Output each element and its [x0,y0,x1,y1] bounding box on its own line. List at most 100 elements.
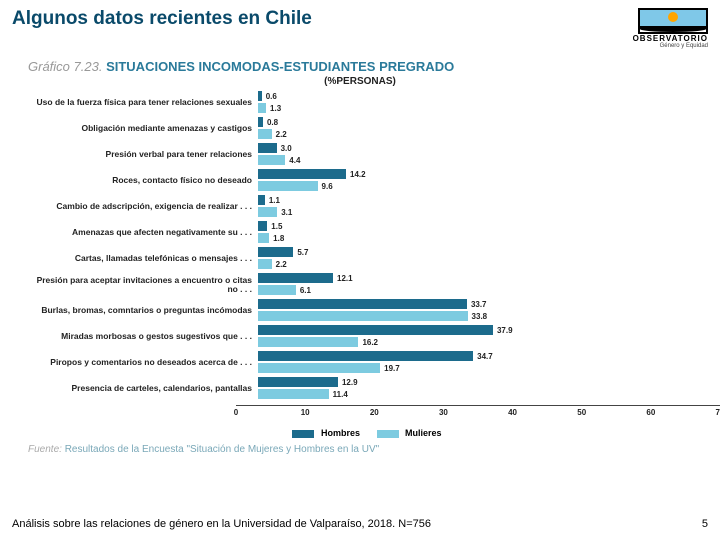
hombres-bar-wrap: 33.7 [258,299,692,309]
mujeres-bar-wrap: 11.4 [258,389,692,399]
logo-block: OBSERVATORIO Género y Equidad [633,8,708,49]
x-tick: 0 [234,408,238,417]
chart-title-main: SITUACIONES INCOMODAS-ESTUDIANTES PREGRA… [106,59,454,74]
chart-row: Obligación mediante amenazas y castigos0… [28,117,692,141]
hombres-value: 12.1 [337,274,353,283]
chart-row: Presencia de carteles, calendarios, pant… [28,377,692,401]
chart-row: Presión para aceptar invitaciones a encu… [28,273,692,297]
category-label: Cambio de adscripción, exigencia de real… [28,202,258,211]
mujeres-bar [258,181,318,191]
category-label: Roces, contacto físico no deseado [28,176,258,185]
mujeres-value: 19.7 [384,364,400,373]
mujeres-value: 3.1 [281,208,292,217]
chart-row: Piropos y comentarios no deseados acerca… [28,351,692,375]
hombres-bar-wrap: 0.8 [258,117,692,127]
bar-group: 3.04.4 [258,143,692,167]
hombres-bar [258,221,267,231]
category-label: Presencia de carteles, calendarios, pant… [28,384,258,393]
legend-swatch-hombres [292,430,314,438]
mujeres-bar [258,337,358,347]
x-tick: 20 [370,408,379,417]
mujeres-value: 1.3 [270,104,281,113]
chart-title-prefix: Gráfico 7.23. [28,59,102,74]
mujeres-bar [258,207,277,217]
source-line: Fuente: Resultados de la Encuesta "Situa… [0,438,720,455]
legend: Hombres Mulieres [0,428,720,438]
mujeres-value: 33.8 [472,312,488,321]
category-label: Miradas morbosas o gestos sugestivos que… [28,332,258,341]
chart-subtitle: (%PERSONAS) [0,76,720,87]
mujeres-bar [258,285,296,295]
bar-group: 12.9 11.4 [258,377,692,401]
page-title: Algunos datos recientes en Chile [12,8,312,30]
x-tick: 40 [508,408,517,417]
mujeres-bar-wrap: 2.2 [258,259,692,269]
mujeres-bar-wrap: 16.2 [258,337,692,347]
bar-group: 14.2 9.6 [258,169,692,193]
hombres-value: 0.6 [266,92,277,101]
mujeres-bar [258,233,269,243]
hombres-bar [258,91,262,101]
hombres-bar-wrap: 3.0 [258,143,692,153]
footer-note: Análisis sobre las relaciones de género … [12,518,431,530]
chart-title: Gráfico 7.23. SITUACIONES INCOMODAS-ESTU… [0,53,720,76]
bar-chart: Uso de la fuerza física para tener relac… [28,91,692,401]
mujeres-bar-wrap: 4.4 [258,155,692,165]
chart-row: Amenazas que afecten negativamente su . … [28,221,692,245]
hombres-value: 0.8 [267,118,278,127]
x-tick: 30 [439,408,448,417]
x-tick: 10 [301,408,310,417]
mujeres-bar [258,311,468,321]
category-label: Cartas, llamadas telefónicas o mensajes … [28,254,258,263]
legend-label-mujeres: Mulieres [405,428,442,438]
hombres-bar [258,299,467,309]
hombres-value: 1.1 [269,196,280,205]
hombres-value: 3.0 [281,144,292,153]
page-number: 5 [702,518,708,530]
hombres-bar [258,325,493,335]
bar-group: 0.61.3 [258,91,692,115]
bar-group: 5.72.2 [258,247,692,271]
mujeres-bar-wrap: 9.6 [258,181,692,191]
hombres-bar-wrap: 12.1 [258,273,692,283]
hombres-bar-wrap: 14.2 [258,169,692,179]
hombres-bar [258,247,293,257]
x-tick: 60 [646,408,655,417]
mujeres-bar-wrap: 1.8 [258,233,692,243]
mujeres-value: 1.8 [273,234,284,243]
category-label: Uso de la fuerza física para tener relac… [28,98,258,107]
logo-text: OBSERVATORIO [633,34,708,43]
mujeres-bar [258,259,272,269]
hombres-value: 12.9 [342,378,358,387]
hombres-bar-wrap: 0.6 [258,91,692,101]
hombres-bar-wrap: 5.7 [258,247,692,257]
hombres-bar [258,273,333,283]
source-label: Fuente: [28,444,62,455]
hombres-value: 37.9 [497,326,513,335]
mujeres-value: 6.1 [300,286,311,295]
category-label: Burlas, bromas, comntarios o preguntas i… [28,306,258,315]
chart-row: Presión verbal para tener relaciones3.04… [28,143,692,167]
x-tick: 50 [577,408,586,417]
bar-group: 37.9 16.2 [258,325,692,349]
bar-group: 34.719.7 [258,351,692,375]
category-label: Presión verbal para tener relaciones [28,150,258,159]
hombres-bar [258,351,473,361]
chart-row: Miradas morbosas o gestos sugestivos que… [28,325,692,349]
chart-row: Uso de la fuerza física para tener relac… [28,91,692,115]
hombres-value: 1.5 [271,222,282,231]
mujeres-value: 2.2 [276,130,287,139]
mujeres-value: 11.4 [333,390,348,399]
mujeres-bar-wrap: 6.1 [258,285,692,295]
mujeres-bar [258,363,380,373]
bar-group: 12.1 6.1 [258,273,692,297]
x-axis: 0 10 20 30 40 50 60 70 [236,405,720,420]
hombres-bar-wrap: 1.5 [258,221,692,231]
hombres-bar-wrap: 12.9 [258,377,692,387]
bar-group: 0.82.2 [258,117,692,141]
hombres-bar [258,195,265,205]
x-tick: 70 [716,408,720,417]
category-label: Piropos y comentarios no deseados acerca… [28,358,258,367]
hombres-value: 14.2 [350,170,366,179]
mujeres-bar [258,129,272,139]
